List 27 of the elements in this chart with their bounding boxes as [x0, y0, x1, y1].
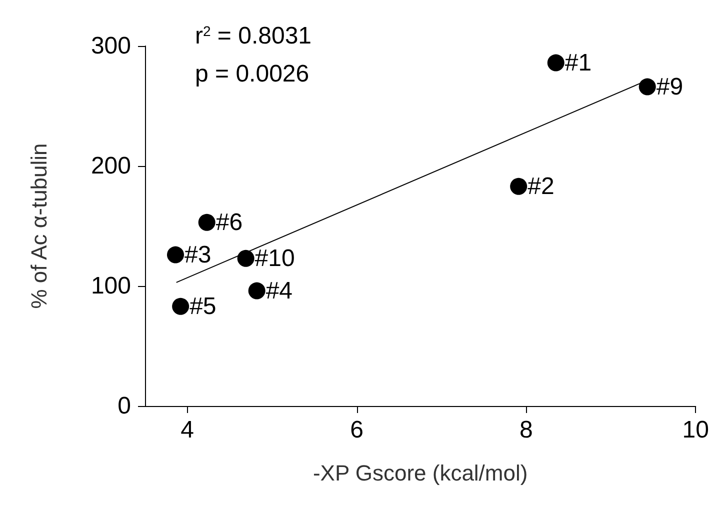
y-tick-label: 0 — [118, 392, 131, 420]
point — [248, 282, 266, 300]
annotation: p = 0.0026 — [195, 60, 310, 88]
y-tick-label: 200 — [90, 152, 131, 180]
annotation: #4 — [266, 277, 293, 304]
y-tick-label: 100 — [90, 272, 131, 300]
annotation: #6 — [216, 208, 243, 236]
point — [172, 298, 190, 315]
x-tick-label: 4 — [180, 416, 194, 444]
x-tick-label: 6 — [350, 416, 364, 444]
annotation: #2 — [528, 172, 554, 200]
point — [638, 78, 656, 96]
x-tick-label: 10 — [682, 416, 710, 444]
y-axis-title: % of Ac α-tubulin — [26, 143, 52, 309]
annotation: #5 — [190, 292, 216, 320]
point — [510, 178, 528, 195]
point — [198, 214, 216, 231]
annotation: #10 — [254, 244, 295, 272]
x-axis-title: -XP Gscore (kcal/mol) — [312, 460, 528, 486]
point — [237, 250, 254, 267]
x-tick-label: 8 — [520, 416, 533, 444]
y-tick-label: 300 — [90, 32, 131, 60]
annotation: #1 — [564, 49, 592, 76]
point — [167, 246, 184, 264]
point — [547, 54, 564, 72]
annotation: #9 — [656, 73, 684, 100]
annotation: #3 — [184, 241, 212, 268]
